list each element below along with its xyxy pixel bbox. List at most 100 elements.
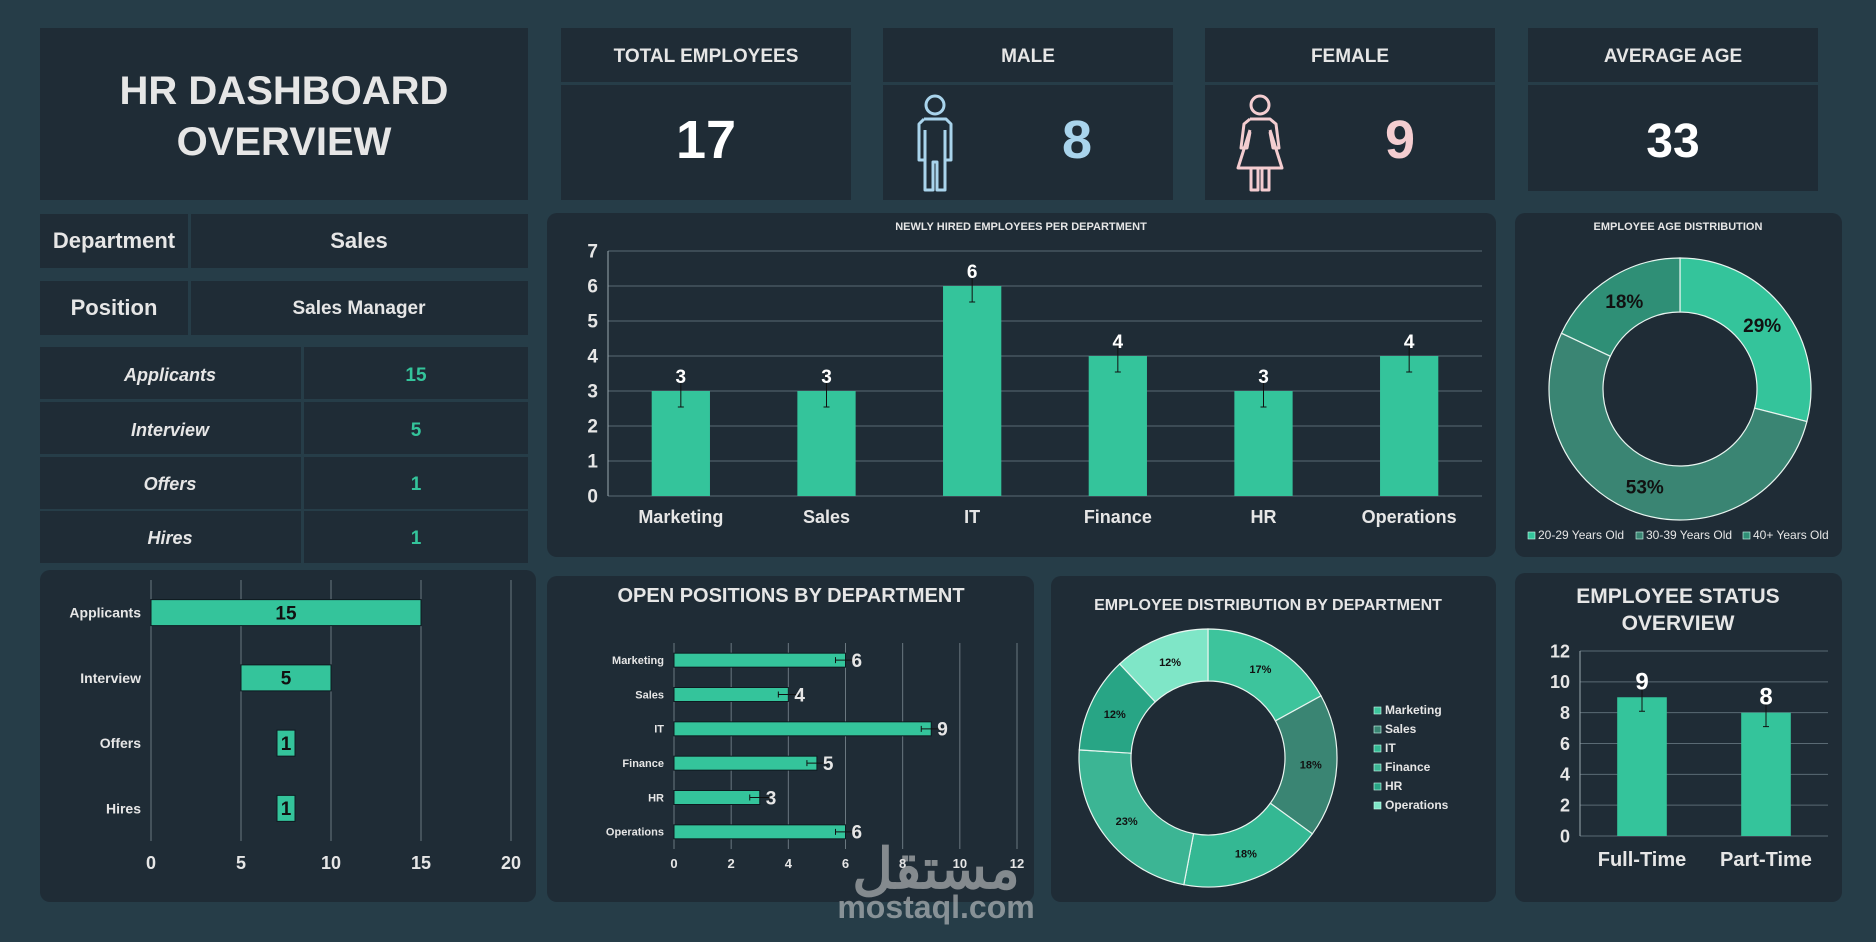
- error-bar: [677, 374, 684, 408]
- x-tick-label: IT: [964, 507, 980, 527]
- pipeline-row-bg: [40, 457, 301, 509]
- department-label-cell: [40, 214, 188, 268]
- error-bar: [920, 725, 942, 732]
- x-tick-label: 10: [321, 853, 341, 873]
- slice-label: 12%: [1104, 709, 1126, 721]
- bar: [673, 687, 789, 702]
- data-label: 3: [821, 367, 832, 388]
- error-bar: [1763, 698, 1769, 728]
- x-tick-label: 12: [1010, 856, 1024, 871]
- slice-label: 18%: [1605, 292, 1643, 313]
- bar: [150, 599, 422, 627]
- legend-swatch: [1373, 763, 1382, 772]
- x-tick-label: Marketing: [638, 507, 723, 527]
- x-tick-label: 0: [146, 853, 156, 873]
- data-label: 9: [1635, 668, 1648, 695]
- legend-label: Finance: [1385, 760, 1431, 774]
- bar: [240, 664, 332, 692]
- employee-status-title-line1: EMPLOYEE STATUS: [1576, 585, 1779, 608]
- legend-label: 20-29 Years Old: [1538, 528, 1624, 542]
- legend-label: Marketing: [1385, 703, 1442, 717]
- x-tick-label: 15: [411, 853, 431, 873]
- y-tick-label: Sales: [635, 689, 664, 701]
- legend-label: 40+ Years Old: [1753, 528, 1829, 542]
- male-icon: [917, 94, 953, 192]
- legend-swatch: [1373, 744, 1382, 753]
- department-select[interactable]: [191, 214, 528, 268]
- dashboard-title-line1: HR DASHBOARD: [120, 69, 449, 113]
- x-tick-label: Sales: [803, 507, 850, 527]
- open-positions-chart: 0 2 4 6 8 10 12 6 Marketing 4 Sales 9 IT 5 Finance 3 HR 6…: [606, 643, 1024, 871]
- page-bottom-strip: [0, 942, 1876, 944]
- slice-label: 53%: [1626, 478, 1664, 499]
- age-distribution-chart: 29% 53% 18% 20-29 Years Old 30-39 Years Old 4…: [1527, 257, 1829, 542]
- position-select[interactable]: [191, 281, 528, 335]
- pipeline-interview-value: 5: [411, 420, 422, 441]
- position-label-cell: [40, 281, 188, 335]
- position-select-value[interactable]: Sales Manager: [292, 298, 426, 319]
- slice: [1118, 628, 1209, 703]
- kpi-female-header: [1205, 28, 1495, 82]
- open-positions-title: OPEN POSITIONS BY DEPARTMENT: [617, 585, 964, 607]
- newly-hired-chart: 0 1 2 3 4 5 6 7 3 Marketing 3 Sales 6 IT 4 Finance 3 HR 4 O…: [587, 242, 1482, 527]
- slice: [1560, 257, 1681, 358]
- legend-swatch: [1373, 801, 1382, 810]
- data-label: 8: [1759, 684, 1772, 711]
- legend-swatch: [1373, 706, 1382, 715]
- female-icon: [1236, 94, 1284, 192]
- y-tick-label: 7: [587, 242, 598, 263]
- pipeline-hires-value: 1: [411, 528, 422, 549]
- x-tick-label: 6: [842, 856, 849, 871]
- y-tick-label: 3: [587, 382, 598, 403]
- bar: [673, 755, 818, 771]
- watermark-arabic: مستقل: [852, 837, 1020, 900]
- y-tick-label: 6: [587, 277, 598, 298]
- slice-label: 18%: [1300, 759, 1322, 771]
- bar: [673, 721, 932, 737]
- slice-label: 12%: [1159, 657, 1181, 669]
- pipeline-row-bg: [40, 402, 301, 454]
- legend-swatch: [1373, 725, 1382, 734]
- data-label: 5: [823, 754, 834, 775]
- data-label: 4: [794, 685, 805, 706]
- y-tick-label: 4: [587, 347, 598, 368]
- bar: [276, 794, 296, 822]
- department-select-value[interactable]: Sales: [330, 228, 388, 253]
- department-distribution-title: EMPLOYEE DISTRIBUTION BY DEPARTMENT: [1094, 597, 1442, 614]
- y-tick-label: 2: [587, 417, 598, 438]
- bar: [1741, 712, 1791, 836]
- y-tick-label: 5: [587, 312, 598, 333]
- bar: [943, 286, 1002, 496]
- pipeline-applicants-label: Applicants: [123, 365, 216, 385]
- kpi-total-employees-value: 17: [676, 110, 736, 170]
- pipeline-table: Applicants 15 Interview 5 Offers 1 Hires…: [40, 347, 528, 563]
- y-tick-label: HR: [648, 792, 664, 804]
- pipeline-offers-value: 1: [411, 474, 422, 495]
- watermark-url: mostaql.com: [837, 889, 1034, 925]
- kpi-total-employees-label: TOTAL EMPLOYEES: [614, 46, 799, 67]
- legend-label: IT: [1385, 741, 1396, 755]
- kpi-average-age-label: AVERAGE AGE: [1604, 46, 1742, 67]
- slice-label: 23%: [1116, 816, 1138, 828]
- pipeline-hires-label: Hires: [147, 528, 192, 548]
- data-label: 1: [281, 799, 292, 820]
- legend-label: Sales: [1385, 722, 1417, 736]
- error-bar: [1114, 339, 1121, 373]
- error-bar: [823, 374, 830, 408]
- legend-swatch: [1742, 531, 1751, 540]
- bar: [1617, 697, 1667, 836]
- legend-label: HR: [1385, 779, 1403, 793]
- error-bar: [1260, 374, 1267, 408]
- y-tick-label: IT: [654, 724, 664, 736]
- slice-label: 18%: [1235, 849, 1257, 861]
- department-label: Department: [53, 228, 176, 253]
- error-bar: [806, 760, 828, 767]
- data-label: 9: [937, 720, 948, 741]
- y-tick-label: 0: [1560, 826, 1570, 846]
- data-label: 3: [1258, 367, 1269, 388]
- kpi-female-value: 9: [1385, 110, 1415, 170]
- pipeline-row-bg: [304, 402, 528, 454]
- data-label: 6: [852, 651, 863, 672]
- y-tick-label: Marketing: [612, 655, 664, 667]
- kpi-average-age-body: [1528, 85, 1818, 191]
